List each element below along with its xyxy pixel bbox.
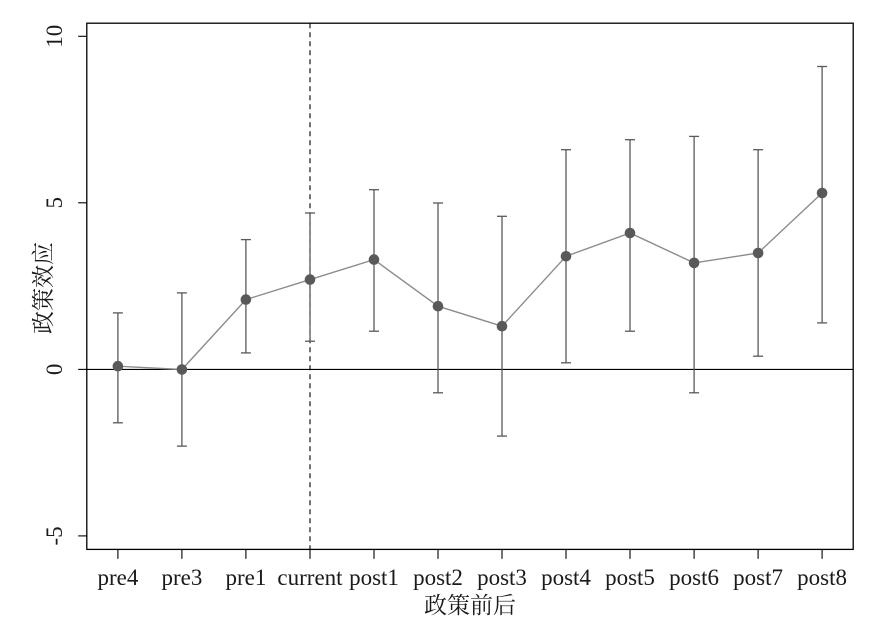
svg-text:current: current — [277, 565, 343, 590]
svg-text:10: 10 — [42, 25, 67, 48]
svg-text:post4: post4 — [541, 565, 591, 590]
svg-text:post3: post3 — [477, 565, 527, 590]
svg-text:-5: -5 — [42, 526, 67, 545]
svg-text:0: 0 — [42, 364, 67, 376]
svg-text:post5: post5 — [605, 565, 655, 590]
svg-text:post7: post7 — [733, 565, 783, 590]
svg-text:post8: post8 — [797, 565, 847, 590]
svg-text:pre1: pre1 — [225, 565, 266, 590]
svg-text:政策前后: 政策前后 — [424, 593, 516, 618]
svg-text:post6: post6 — [669, 565, 719, 590]
svg-text:pre4: pre4 — [97, 565, 138, 590]
svg-text:pre3: pre3 — [161, 565, 202, 590]
svg-text:政策效应: 政策效应 — [31, 242, 56, 334]
svg-text:5: 5 — [42, 197, 67, 209]
svg-text:post2: post2 — [413, 565, 463, 590]
svg-text:post1: post1 — [349, 565, 399, 590]
